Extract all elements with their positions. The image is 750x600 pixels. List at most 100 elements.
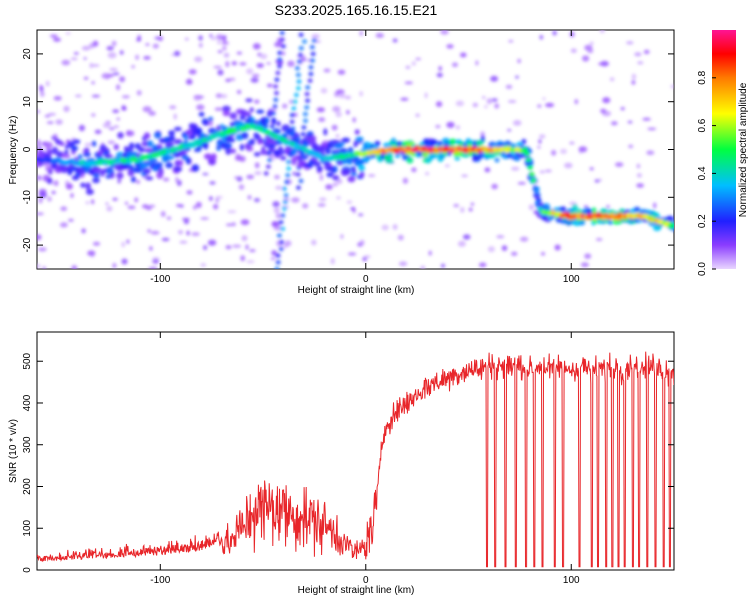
heatmap-cell-166	[620, 107, 625, 111]
heatmap-cell-255	[609, 77, 615, 82]
heatmap-cell-998	[341, 137, 351, 143]
snr-series-line	[37, 351, 674, 568]
heatmap-cell-712	[145, 176, 154, 181]
heatmap-cell-490	[292, 99, 298, 104]
heatmap-cell-526	[267, 157, 273, 163]
heatmap-cell-53	[234, 176, 238, 179]
heatmap-cell-15	[231, 61, 237, 66]
heatmap-cell-237	[636, 183, 644, 188]
heatmap-cell-466	[275, 260, 281, 265]
heatmap-cell-376	[637, 61, 644, 65]
heatmap-cell-787	[198, 111, 205, 117]
heatmap-cell-835	[229, 112, 238, 120]
heatmap-cell-518	[308, 71, 314, 77]
heatmap-cell-852	[244, 111, 251, 117]
heatmap-cell-770	[185, 157, 191, 165]
heatmap-cell-1070	[391, 137, 396, 143]
heatmap-cell-467	[275, 253, 281, 258]
heatmap-cell-167	[152, 257, 160, 260]
heatmap-cell-756	[176, 160, 184, 165]
heatmap-cell-275	[400, 97, 409, 101]
heatmap-cell-519	[308, 65, 314, 70]
heatmap-cell-568	[47, 168, 53, 175]
snr-panel: -100 0 100 0 100 200 300 400 500 Height of stra…	[8, 331, 675, 596]
heatmap-cell-307	[594, 179, 600, 183]
heatmap-cell-380	[539, 35, 544, 40]
heatmap-cell-377	[462, 234, 471, 240]
heatmap-cell-135	[528, 204, 535, 211]
snr-y-tick-label: 0	[22, 567, 33, 573]
heatmap-cell-88	[238, 184, 245, 191]
heatmap-cell-1	[181, 217, 190, 221]
heatmap-cell-492	[295, 86, 301, 91]
heatmap-cell-686	[128, 142, 135, 150]
heatmap-cell-480	[286, 166, 292, 171]
heatmap-cell-474	[281, 206, 287, 211]
heatmap-cell-331	[192, 205, 197, 210]
heatmap-cell-285	[49, 34, 58, 38]
heatmap-cell-179	[507, 100, 517, 103]
heatmap-cell-671	[117, 132, 124, 139]
heatmap-cell-535	[273, 97, 279, 103]
heatmap-cell-711	[147, 140, 154, 148]
heatmap-cell-463	[583, 205, 589, 209]
heatmap-cell-111	[63, 105, 70, 113]
heatmap-cell-469	[279, 240, 285, 245]
heatmap-cell-488	[289, 112, 295, 118]
heatmap-cell-874	[257, 139, 264, 145]
colorbar-tick-label: 0.8	[697, 70, 708, 84]
colorbar-label: Normalized spectral amplitude	[738, 82, 749, 217]
heatmap-cell-45	[330, 258, 335, 265]
heatmap-cell-314	[319, 174, 324, 181]
snr-x-label: Height of straight line (km)	[298, 585, 415, 596]
heatmap-cell-856	[244, 142, 252, 150]
heatmap-cell-264	[552, 30, 557, 36]
heatmap-cell-149	[402, 177, 409, 184]
heatmap-cell-218	[124, 201, 129, 205]
heatmap-cell-222	[508, 40, 514, 43]
heatmap-cell-243	[81, 228, 86, 234]
heatmap-cell-33	[217, 69, 224, 76]
heatmap-cell-348	[551, 149, 557, 156]
heatmap-cell-517	[307, 78, 313, 83]
heatmap-cell-306	[152, 43, 159, 49]
heatmap-cell-353	[209, 181, 216, 185]
heatmap-cell-370	[268, 154, 275, 158]
spectrogram-x-ticks: -100 0 100	[150, 30, 580, 285]
heatmap-cell-323	[184, 37, 189, 41]
heatmap-cell-521	[310, 51, 316, 57]
heatmap-cell-385	[194, 56, 203, 63]
heatmap-cell-731	[158, 168, 164, 175]
heatmap-cell-89	[106, 46, 114, 51]
heatmap-cell-142	[214, 107, 223, 111]
heatmap-cell-11	[610, 121, 618, 126]
heatmap-cell-253	[359, 91, 363, 97]
heatmap-cell-20	[273, 207, 280, 214]
heatmap-cell-322	[40, 91, 45, 97]
heatmap-cell-30	[292, 171, 296, 176]
heatmap-cell-290	[282, 103, 288, 109]
heatmap-cell-360	[332, 106, 341, 113]
heatmap-cell-220	[234, 155, 242, 161]
heatmap-cell-435	[491, 183, 498, 190]
heatmap-cell-238	[126, 239, 130, 244]
heatmap-cell-42	[482, 96, 486, 99]
heatmap-cell-287	[149, 246, 153, 251]
heatmap-cell-259	[362, 256, 368, 262]
heatmap-cell-652	[105, 174, 112, 179]
heatmap-cell-563	[43, 174, 50, 179]
heatmap-cell-177	[564, 162, 573, 169]
heatmap-cell-454	[160, 211, 166, 217]
heatmap-cell-340	[505, 84, 513, 89]
heatmap-cell-0	[143, 56, 151, 60]
heatmap-cell-6	[574, 99, 579, 105]
heatmap-cell-338	[582, 55, 590, 62]
heatmap-cell-1019	[355, 136, 364, 142]
heatmap-cell-282	[266, 83, 273, 88]
heatmap-cell-544	[279, 37, 285, 42]
heatmap-cell-1044	[374, 140, 381, 147]
heatmap-cell-67	[507, 129, 512, 132]
heatmap-cell-513	[304, 105, 310, 110]
heatmap-cell-855	[245, 98, 253, 103]
heatmap-cell-430	[397, 234, 404, 241]
